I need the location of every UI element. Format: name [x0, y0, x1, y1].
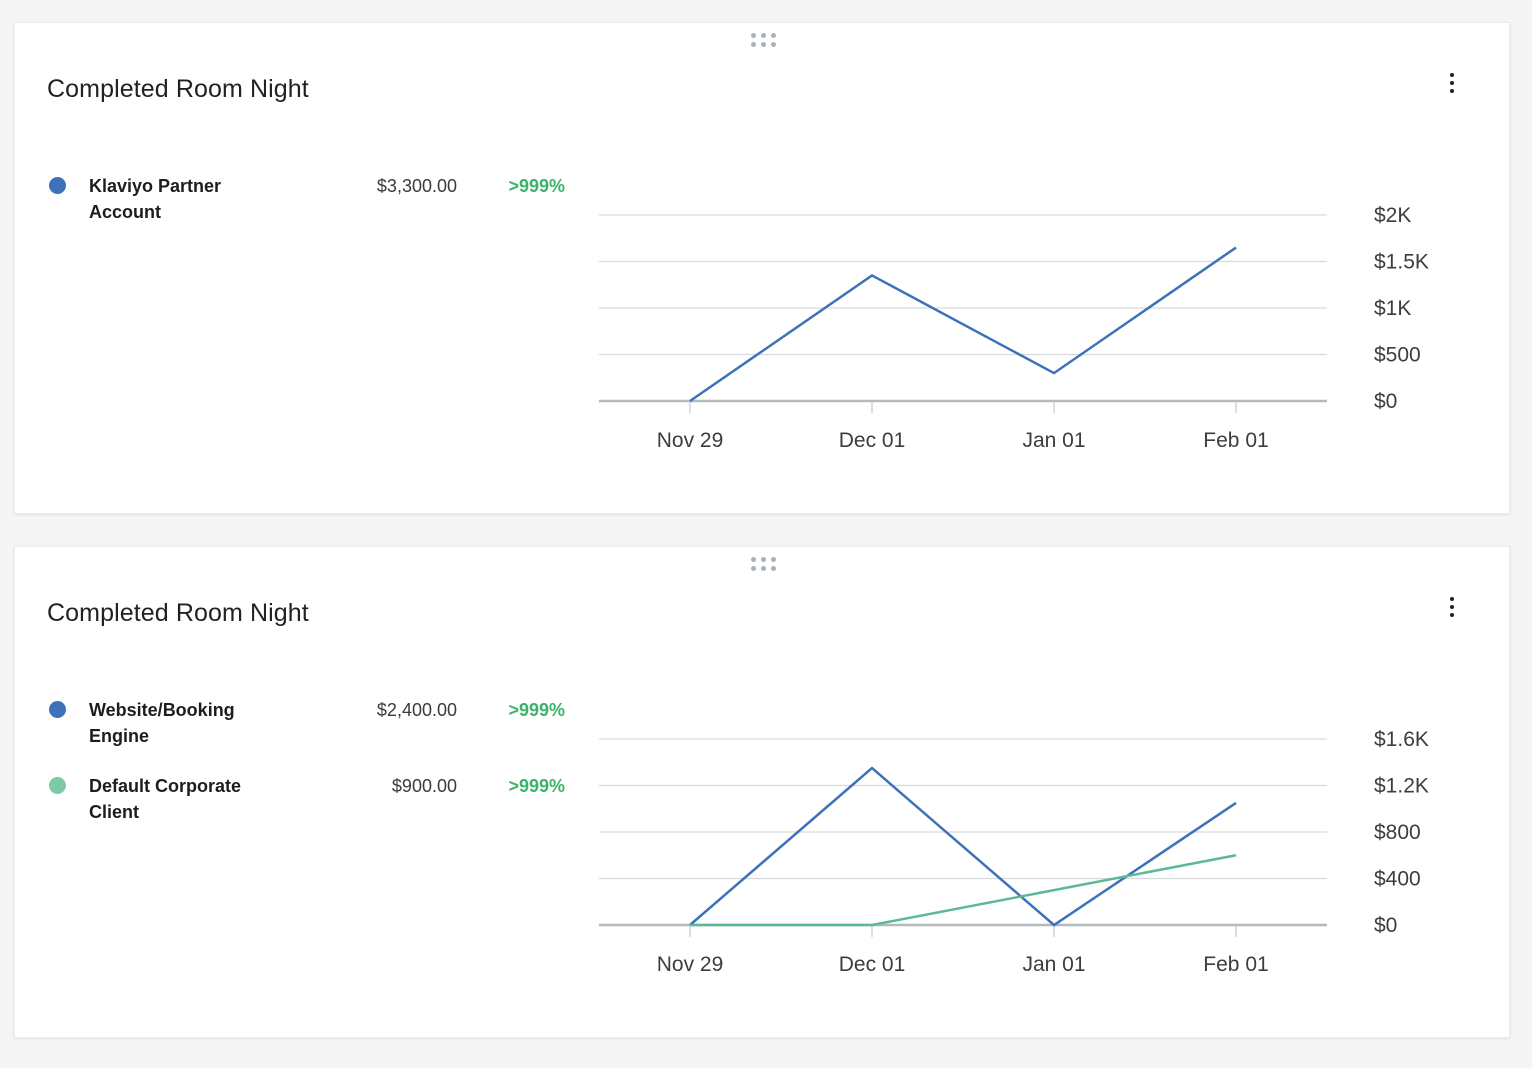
line-chart: $2K $1.5K $1K $500 $0 Nov 29 Dec 01 Jan 01 Feb 0… [599, 204, 1429, 452]
drag-handle-icon[interactable] [751, 33, 777, 47]
y-tick-label: $1.6K [1374, 728, 1429, 751]
y-tick-label: $2K [1374, 204, 1411, 227]
legend-dot-icon [49, 777, 66, 794]
legend-item: Default Corporate Client $900.00 >999% [47, 773, 577, 829]
y-tick-label: $0 [1374, 914, 1397, 937]
series-line [689, 246, 1237, 403]
x-tick-label: Nov 29 [657, 429, 724, 452]
more-options-icon[interactable] [1439, 595, 1465, 621]
legend-change: >999% [508, 176, 565, 196]
card-title: Completed Room Night [47, 599, 309, 627]
legend-value: $2,400.00 [376, 700, 457, 720]
line-chart: $1.6K $1.2K $800 $400 $0 Nov 29 Dec 01 Jan 01 Fe… [599, 728, 1429, 976]
legend-value: $3,300.00 [376, 176, 457, 196]
legend-item: Klaviyo Partner Account $3,300.00 >999% [47, 173, 577, 229]
series-line [690, 854, 1237, 927]
widget-card: Completed Room Night Website/Booking Eng… [14, 546, 1510, 1038]
y-tick-label: $500 [1374, 344, 1421, 367]
y-tick-label: $1.5K [1374, 251, 1429, 274]
legend-change: >999% [508, 700, 565, 720]
legend-item: Website/Booking Engine $2,400.00 >999% [47, 697, 577, 753]
x-tick-label: Jan 01 [1022, 953, 1085, 976]
x-tick-label: Dec 01 [839, 953, 906, 976]
x-tick-label: Jan 01 [1022, 429, 1085, 452]
widget-card: Completed Room Night Klaviyo Partner Acc… [14, 22, 1510, 514]
series-line [689, 766, 1237, 927]
x-tick-label: Feb 01 [1203, 429, 1268, 452]
y-tick-label: $1K [1374, 297, 1411, 320]
y-tick-label: $800 [1374, 821, 1421, 844]
legend-name: Default Corporate Client [89, 776, 242, 822]
x-tick-label: Dec 01 [839, 429, 906, 452]
y-tick-label: $400 [1374, 868, 1421, 891]
drag-handle-icon[interactable] [751, 557, 777, 571]
card-title: Completed Room Night [47, 75, 309, 103]
y-tick-label: $1.2K [1374, 775, 1429, 798]
x-tick-label: Nov 29 [657, 953, 724, 976]
y-tick-label: $0 [1374, 390, 1397, 413]
legend-name: Klaviyo Partner Account [89, 176, 222, 222]
legend-dot-icon [49, 701, 66, 718]
legend-name: Website/Booking Engine [89, 700, 235, 746]
x-tick-label: Feb 01 [1203, 953, 1268, 976]
legend-value: $900.00 [391, 776, 457, 796]
more-options-icon[interactable] [1439, 71, 1465, 97]
legend-change: >999% [508, 776, 565, 796]
legend-dot-icon [49, 177, 66, 194]
